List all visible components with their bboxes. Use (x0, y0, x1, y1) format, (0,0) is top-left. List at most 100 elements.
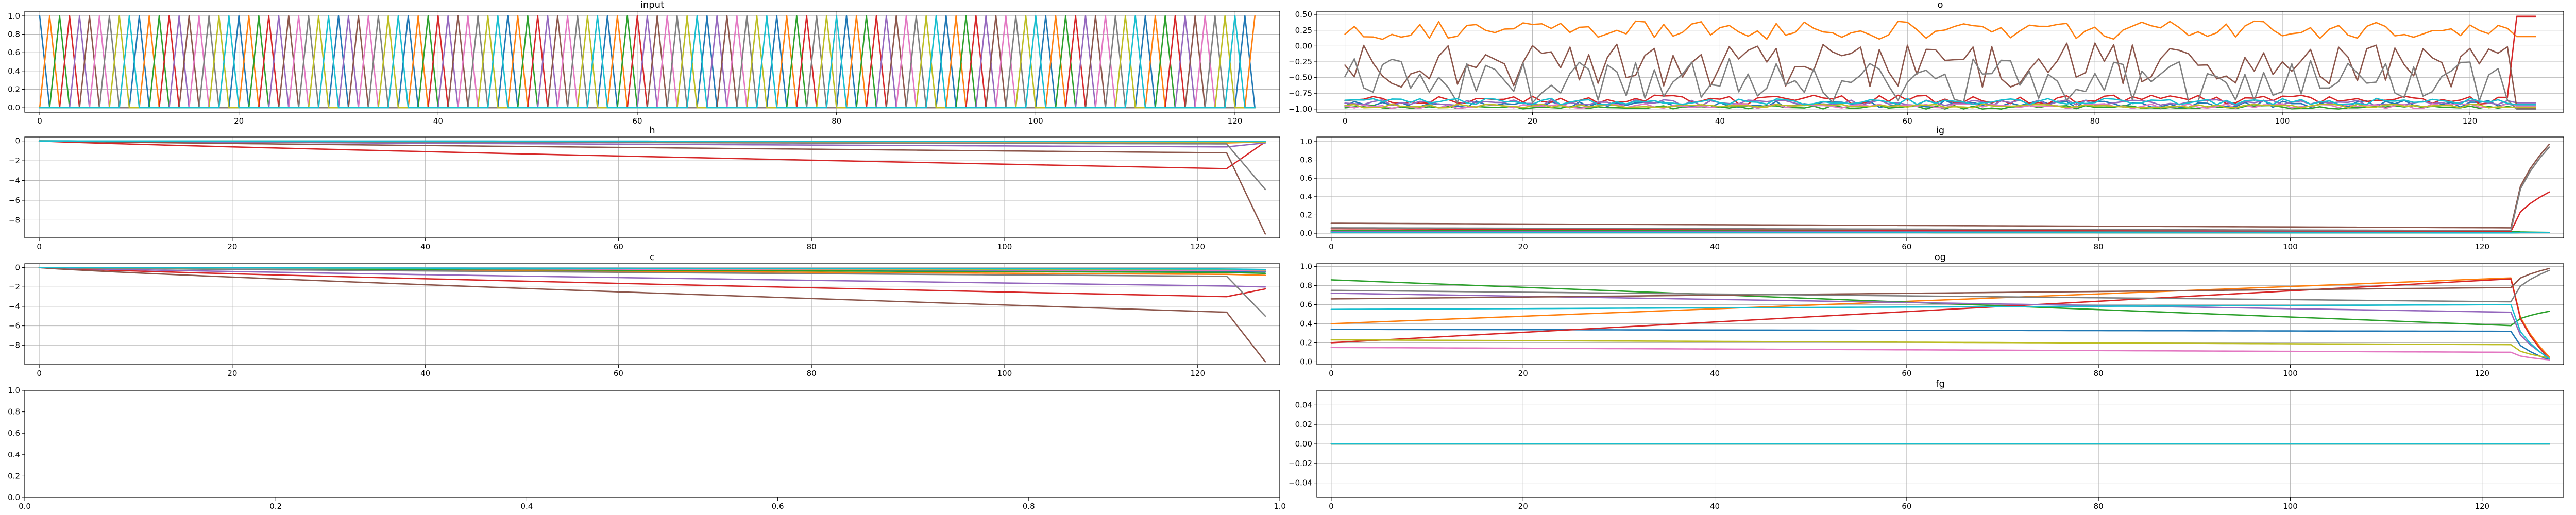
x-tick-label: 20 (1518, 502, 1528, 511)
y-tick-label: 1.0 (8, 386, 20, 395)
x-tick-label: 0.8 (1023, 502, 1035, 511)
x-tick-label: 0.2 (269, 502, 282, 511)
y-tick-label: 1.0 (1300, 262, 1312, 271)
y-tick-label: −0.04 (1289, 478, 1312, 488)
x-tick-label: 60 (1902, 242, 1911, 251)
y-tick-label: 0.50 (1295, 10, 1312, 19)
y-tick-label: 0.6 (1300, 300, 1312, 310)
series-line-c-9 (38, 267, 1266, 270)
y-tick-label: 0.6 (1300, 174, 1312, 183)
subplot-og: og 0 20 40 60 80 100 120 0.0 0.2 0.4 0.6 0.8 1.0 (1300, 252, 2564, 378)
x-tick-label: 0 (1329, 369, 1334, 378)
y-tick-label: 0.8 (1300, 281, 1312, 290)
series-group-og (1330, 267, 2550, 361)
series-line-h-5 (38, 140, 1266, 235)
subplot-fg: fg 0 20 40 60 80 100 120 −0.04 −0.02 0.00 0.02 0.04 (1289, 379, 2564, 511)
x-tick-label: 40 (433, 116, 443, 126)
series-line-o-5 (1344, 42, 2536, 109)
x-tick-label: 120 (1228, 116, 1243, 126)
series-line-ig-5 (1330, 143, 2550, 229)
y-tick-label: 0.00 (1295, 439, 1312, 449)
y-tick-label: 0.2 (1300, 210, 1312, 219)
x-tick-label: 120 (2475, 369, 2489, 378)
x-tick-label: 120 (2475, 242, 2489, 251)
subplot-ig: ig 0 20 40 60 80 100 120 0.0 0.2 0.4 0.6 0.8 1.0 (1300, 125, 2564, 251)
series-line-og-9 (1330, 304, 2550, 360)
subplot-title-h: h (649, 125, 655, 136)
x-tick-label: 60 (1902, 502, 1911, 511)
subplot-title-og: og (1935, 252, 1946, 263)
y-tick-label: −4 (9, 302, 20, 311)
series-line-o-1 (1344, 20, 2536, 40)
y-tick-label: 0.8 (1300, 156, 1312, 165)
x-tick-label: 120 (1190, 369, 1205, 378)
y-tick-label: 0.00 (1295, 41, 1312, 50)
y-tick-label: −8 (9, 215, 20, 225)
y-tick-label: 0.8 (8, 30, 20, 39)
series-line-og-5 (1330, 267, 2550, 300)
y-tick-label: 0.2 (1300, 338, 1312, 347)
series-line-og-0 (1330, 329, 2550, 361)
axes-frame-og (1316, 263, 2564, 365)
x-tick-label: 0 (1329, 502, 1334, 511)
y-tick-label: −0.02 (1289, 459, 1312, 468)
series-line-c-7 (38, 267, 1266, 317)
x-tick-label: 20 (234, 116, 244, 126)
y-tick-label: 0.4 (1300, 319, 1312, 328)
y-tick-label: 0.4 (8, 450, 20, 459)
x-tick-label: 0 (37, 242, 42, 251)
subplot-empty: 0.0 0.2 0.4 0.6 0.8 1.0 0.0 0.2 0.4 0.6 0.8 1.0 (8, 386, 1286, 511)
series-line-c-5 (38, 267, 1266, 363)
y-tick-label: 0 (15, 136, 20, 146)
series-group-h (38, 140, 1266, 235)
x-tick-label: 100 (2275, 116, 2290, 126)
series-group-o (1344, 15, 2536, 110)
y-tick-label: 1.0 (8, 11, 20, 21)
y-tick-label: 0.02 (1295, 420, 1312, 429)
subplot-title-fg: fg (1936, 379, 1945, 389)
x-tick-label: 80 (832, 116, 841, 126)
x-tick-label: 0 (1343, 116, 1348, 126)
x-tick-label: 60 (614, 242, 623, 251)
series-group-c (38, 267, 1266, 363)
x-tick-label: 100 (997, 369, 1012, 378)
x-tick-label: 120 (2475, 502, 2489, 511)
y-tick-label: −6 (9, 321, 20, 331)
axes-frame-c (24, 263, 1280, 365)
axes-frame-input (24, 11, 1280, 113)
y-tick-label: −6 (9, 196, 20, 205)
y-tick-label: −0.75 (1289, 89, 1312, 98)
x-tick-label: 100 (2283, 242, 2298, 251)
x-tick-label: 40 (1715, 116, 1725, 126)
y-tick-label: −1.00 (1289, 105, 1312, 114)
series-line-h-3 (38, 140, 1266, 169)
series-group-ig (1330, 143, 2550, 234)
x-tick-label: 80 (2094, 502, 2104, 511)
y-tick-label: 0.04 (1295, 400, 1312, 409)
x-tick-label: 100 (997, 242, 1012, 251)
series-line-og-3 (1330, 278, 2550, 360)
y-tick-label: −8 (9, 340, 20, 350)
y-tick-label: 0.25 (1295, 26, 1312, 35)
series-line-input-9 (39, 15, 1256, 109)
x-tick-label: 60 (1902, 369, 1911, 378)
subplot-title-o: o (1937, 0, 1943, 10)
series-line-og-1 (1330, 277, 2550, 358)
y-tick-label: 0.4 (8, 66, 20, 76)
x-tick-label: 40 (1710, 502, 1720, 511)
y-tick-label: −2 (9, 282, 20, 291)
series-line-ig-9 (1330, 232, 2550, 234)
series-line-og-8 (1330, 339, 2550, 359)
x-tick-label: 80 (2090, 116, 2100, 126)
subplot-title-ig: ig (1936, 125, 1944, 136)
x-tick-label: 40 (420, 369, 430, 378)
x-tick-label: 80 (807, 242, 817, 251)
subplot-c: c 0 20 40 60 80 100 120 −8 −6 −4 −2 0 (9, 252, 1280, 378)
series-line-o-7 (1344, 58, 2536, 110)
subplot-o: o 0 20 40 60 80 100 120 −1.00 −0.75 −0.50 −0.25 0.00… (1289, 0, 2564, 126)
x-tick-label: 20 (1528, 116, 1537, 126)
x-tick-label: 20 (1518, 242, 1528, 251)
y-tick-label: −4 (9, 176, 20, 185)
x-tick-label: 80 (2094, 242, 2104, 251)
